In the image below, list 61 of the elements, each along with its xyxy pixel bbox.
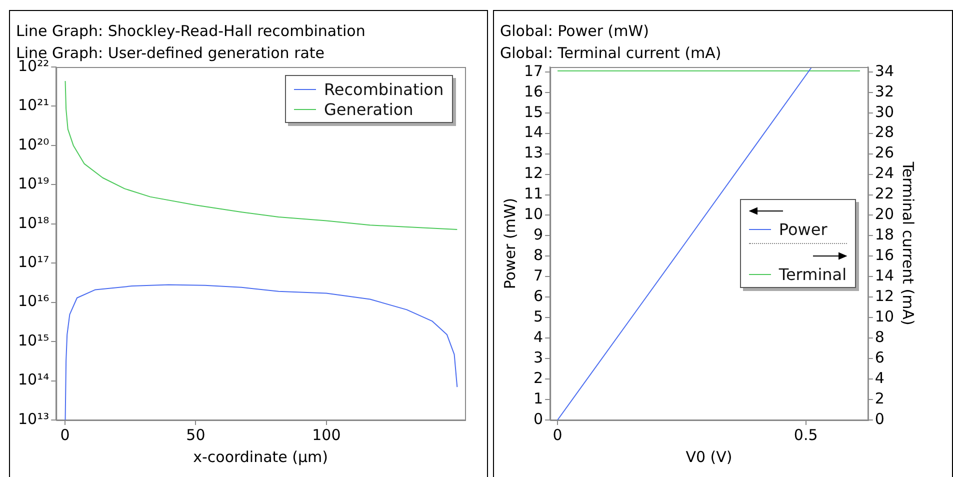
x-tick-label: 0 xyxy=(552,426,562,444)
y-tick-label: 10¹³ xyxy=(18,410,50,428)
x-axis-title: x-coordinate (µm) xyxy=(193,448,328,466)
y2-tick-label: 22 xyxy=(874,184,894,203)
chart-title: Global: Power (mW) xyxy=(500,22,649,40)
y-tick-label: 10²⁰ xyxy=(18,135,50,154)
y2-tick-label: 32 xyxy=(874,82,894,100)
y-tick-label: 7 xyxy=(534,266,544,285)
y-tick-label: 11 xyxy=(524,184,544,203)
y2-tick-label: 24 xyxy=(874,164,894,182)
legend-label: Recombination xyxy=(324,80,444,98)
y-tick-label: 12 xyxy=(524,164,544,182)
y2-tick-label: 12 xyxy=(874,287,894,306)
y-tick-label: 1 xyxy=(534,389,544,408)
y-tick-label: 3 xyxy=(534,348,544,366)
y2-tick-label: 18 xyxy=(874,226,894,244)
y-tick-label: 16 xyxy=(524,82,544,100)
y-tick-label: 15 xyxy=(524,102,544,121)
y-tick-label: 9 xyxy=(534,226,544,244)
x-tick-label: 0 xyxy=(60,426,70,444)
x-axis-title: V0 (V) xyxy=(686,448,732,466)
y2-tick-label: 20 xyxy=(874,205,894,224)
y-tick-label: 10 xyxy=(524,205,544,224)
x-tick-label: 100 xyxy=(312,426,341,444)
y-tick-label: 10¹⁶ xyxy=(18,292,50,310)
x-tick-label: 0.5 xyxy=(794,426,818,444)
y-tick-label: 10¹⁴ xyxy=(18,370,50,389)
y-tick-label: 5 xyxy=(534,308,544,326)
y2-tick-label: 2 xyxy=(874,389,884,408)
y-tick-label: 6 xyxy=(534,287,544,306)
y-tick-label: 0 xyxy=(534,410,544,428)
y-tick-label: 4 xyxy=(534,328,544,346)
y2-tick-label: 28 xyxy=(874,123,894,142)
legend-label: Power xyxy=(778,220,828,238)
y2-tick-label: 34 xyxy=(874,62,894,80)
x-tick-label: 50 xyxy=(186,426,206,444)
y2-tick-label: 14 xyxy=(874,266,894,285)
y-tick-label: 8 xyxy=(534,246,544,264)
y2-tick-label: 16 xyxy=(874,246,894,264)
y-tick-label: 13 xyxy=(524,144,544,162)
y-tick-label: 10¹⁹ xyxy=(18,174,50,193)
y2-tick-label: 0 xyxy=(874,410,884,428)
y2-tick-label: 30 xyxy=(874,102,894,121)
y2-tick-label: 4 xyxy=(874,368,884,387)
legend-label: Terminal xyxy=(778,264,847,284)
y2-tick-label: 8 xyxy=(874,328,884,346)
y-tick-label: 10²¹ xyxy=(18,96,50,114)
chart-subtitle: Global: Terminal current (mA) xyxy=(500,44,722,62)
y2-axis-title: Terminal current (mA) xyxy=(899,160,918,326)
y-tick-label: 10¹⁸ xyxy=(18,214,50,232)
y2-tick-label: 6 xyxy=(874,348,884,366)
y-axis-title: Power (mW) xyxy=(500,198,519,290)
y-tick-label: 2 xyxy=(534,368,544,387)
y-tick-label: 10¹⁷ xyxy=(18,253,50,271)
y-tick-label: 10¹⁵ xyxy=(18,331,50,350)
legend-label: Generation xyxy=(324,100,414,118)
y-tick-label: 14 xyxy=(524,123,544,142)
y-tick-label: 17 xyxy=(524,62,544,80)
y2-tick-label: 10 xyxy=(874,308,894,326)
chart-title: Line Graph: Shockley-Read-Hall recombination xyxy=(16,22,366,40)
y2-tick-label: 26 xyxy=(874,144,894,162)
